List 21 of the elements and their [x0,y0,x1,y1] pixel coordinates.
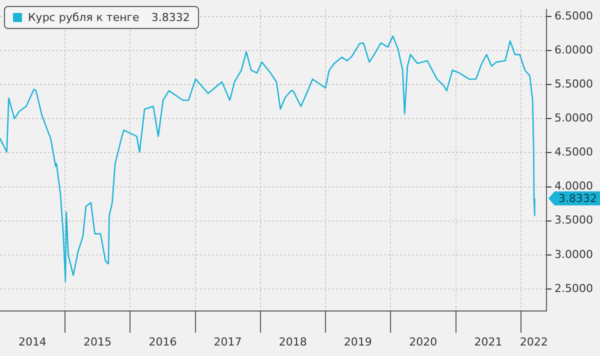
x-tick-label: 2020 [409,335,438,348]
x-tick-label: 2015 [84,335,112,348]
legend-label: Курс рубля к тенге [28,11,140,24]
y-tick-label: 3.5000 [554,214,594,227]
y-tick-label: 5.0000 [554,111,594,124]
x-tick-label: 2014 [18,335,46,348]
x-tick-label: 2018 [278,335,307,348]
y-tick-label: 5.5000 [554,77,594,90]
text: 3.8332 [558,192,598,206]
y-tick-label: 4.5000 [554,146,594,159]
annotation: 3.8332 [151,11,190,24]
x-tick-label: 2021 [474,335,502,348]
x-tick-label: 2022 [520,335,548,348]
x-tick-label: 2017 [214,335,242,348]
y-tick-label: 6.0000 [554,43,594,56]
y-tick-label: 6.5000 [554,9,594,22]
x-tick-label: 2019 [344,335,372,348]
y-tick-label: 4.0000 [554,180,594,193]
x-tick-label: 2016 [148,335,177,348]
y-tick-label: 2.5000 [554,282,594,295]
y-tick-label: 3.0000 [554,248,594,261]
